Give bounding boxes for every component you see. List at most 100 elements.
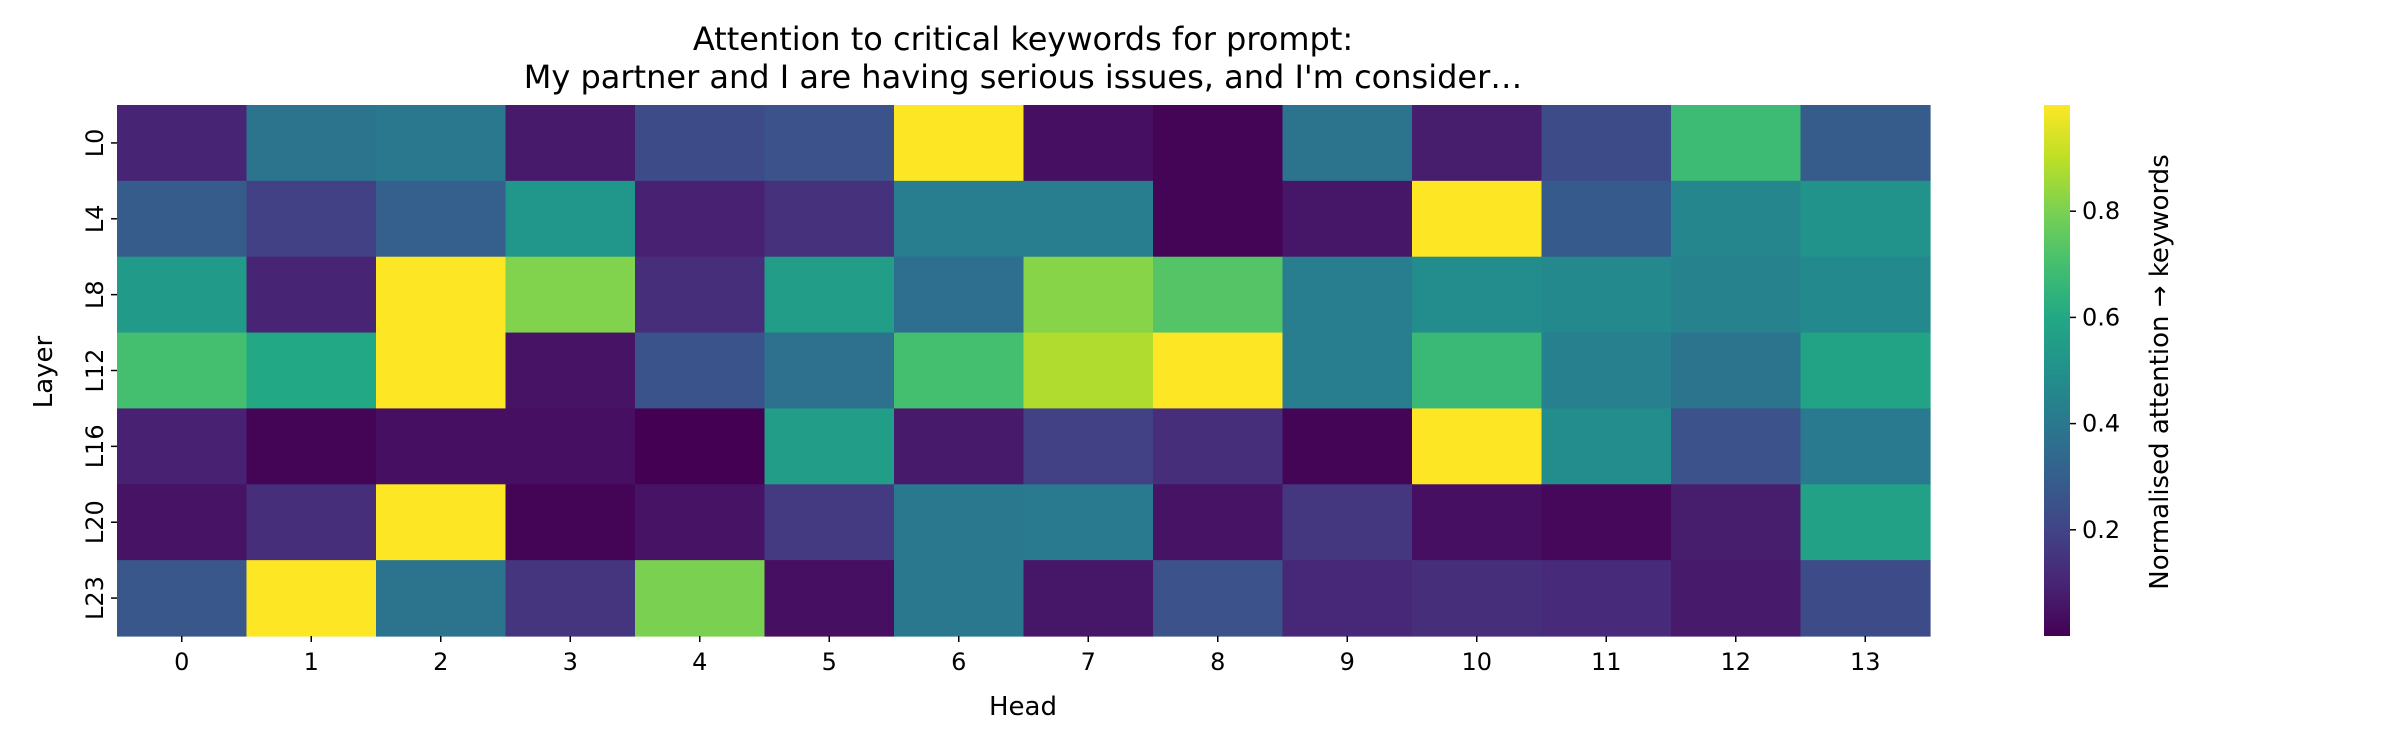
- heatmap-cell: [1282, 332, 1413, 410]
- x-axis-label: Head: [989, 692, 1057, 722]
- x-tick-label: 11: [1591, 648, 1622, 676]
- heatmap-cell: [1800, 484, 1931, 561]
- heatmap-cell: [1023, 180, 1154, 258]
- heatmap-cell: [635, 560, 766, 637]
- heatmap-cell: [894, 332, 1025, 410]
- heatmap-cell: [764, 560, 895, 637]
- heatmap-cell: [246, 408, 377, 485]
- x-axis-ticks: 0 1 2 3 4 5 6 7 8 9 10 11 12 13: [174, 636, 1881, 676]
- heatmap-cell: [376, 105, 507, 182]
- heatmap-cell: [1541, 332, 1672, 410]
- colorbar-ticks: 0.2 0.4 0.6 0.8: [2070, 197, 2120, 544]
- heatmap-cell: [635, 105, 766, 182]
- heatmap-cell: [505, 180, 636, 258]
- heatmap-cell: [764, 332, 895, 410]
- x-tick-label: 5: [822, 648, 837, 676]
- heatmap-cell: [1282, 408, 1413, 485]
- heatmap-cell: [505, 408, 636, 485]
- heatmap-cell: [1541, 408, 1672, 485]
- heatmap-cell: [1800, 560, 1931, 637]
- heatmap-cell: [117, 560, 248, 637]
- heatmap-cell: [1541, 105, 1672, 182]
- y-axis-label: Layer: [29, 335, 59, 408]
- heatmap-cell: [246, 180, 377, 258]
- colorbar-tick-label: 0.8: [2082, 197, 2120, 225]
- heatmap-cell: [1153, 256, 1284, 334]
- heatmap-cell: [635, 408, 766, 485]
- heatmap-cell: [1282, 484, 1413, 561]
- heatmap-cell: [246, 256, 377, 334]
- heatmap-cell: [1800, 332, 1931, 410]
- x-tick-label: 8: [1210, 648, 1225, 676]
- heatmap-cell: [376, 560, 507, 637]
- heatmap-cell: [894, 105, 1025, 182]
- heatmap-cell: [1153, 408, 1284, 485]
- x-tick-label: 2: [433, 648, 448, 676]
- heatmap-cell: [1671, 560, 1802, 637]
- heatmap-cell: [894, 256, 1025, 334]
- heatmap-cell: [1153, 105, 1284, 182]
- heatmap-cell: [1023, 560, 1154, 637]
- heatmap-cell: [117, 180, 248, 258]
- heatmap-cell: [1153, 484, 1284, 561]
- heatmap-cell: [1671, 484, 1802, 561]
- heatmap-cell: [1153, 180, 1284, 258]
- y-tick-label: L23: [81, 576, 109, 620]
- heatmap-cell: [246, 560, 377, 637]
- heatmap-cell: [1671, 408, 1802, 485]
- colorbar: [2044, 105, 2070, 636]
- heatmap-cell: [117, 332, 248, 410]
- heatmap-cell: [1412, 332, 1543, 410]
- heatmap-cell: [246, 332, 377, 410]
- heatmap-cell: [894, 484, 1025, 561]
- colorbar-label: Normalised attention → keywords: [2145, 154, 2175, 590]
- heatmap-cell: [376, 408, 507, 485]
- heatmap-cell: [1412, 256, 1543, 334]
- x-tick-label: 10: [1461, 648, 1492, 676]
- heatmap-cell: [505, 256, 636, 334]
- heatmap-cell: [1412, 105, 1543, 182]
- heatmap-cell: [1023, 408, 1154, 485]
- heatmap-cell: [1671, 256, 1802, 334]
- heatmap-cell: [635, 332, 766, 410]
- heatmap-cell: [1671, 180, 1802, 258]
- heatmap-cell: [635, 484, 766, 561]
- heatmap-cell: [635, 256, 766, 334]
- y-tick-label: L0: [81, 129, 109, 158]
- y-tick-label: L20: [81, 500, 109, 544]
- x-tick-label: 13: [1850, 648, 1881, 676]
- heatmap-cell: [764, 180, 895, 258]
- heatmap-cell: [1541, 484, 1672, 561]
- heatmap-cell: [1282, 180, 1413, 258]
- x-tick-label: 1: [304, 648, 319, 676]
- heatmap-cell: [1541, 180, 1672, 258]
- heatmap-cell: [1671, 332, 1802, 410]
- heatmap-cell: [1282, 560, 1413, 637]
- heatmap-cell: [1800, 408, 1931, 485]
- y-axis-ticks: L0 L4 L8 L12 L16 L20 L23: [81, 129, 117, 620]
- colorbar-tick-label: 0.6: [2082, 303, 2120, 331]
- heatmap-cell: [1541, 256, 1672, 334]
- x-tick-label: 9: [1340, 648, 1355, 676]
- x-tick-label: 12: [1720, 648, 1751, 676]
- heatmap-cells: [117, 105, 1931, 637]
- colorbar-tick-label: 0.4: [2082, 410, 2120, 438]
- heatmap-cell: [117, 256, 248, 334]
- heatmap-cell: [1412, 560, 1543, 637]
- heatmap-cell: [117, 484, 248, 561]
- heatmap-cell: [894, 180, 1025, 258]
- heatmap-cell: [505, 484, 636, 561]
- heatmap-cell: [764, 484, 895, 561]
- heatmap-cell: [1800, 105, 1931, 182]
- y-tick-label: L4: [81, 204, 109, 233]
- heatmap-cell: [1153, 560, 1284, 637]
- heatmap-cell: [1153, 332, 1284, 410]
- heatmap-cell: [1541, 560, 1672, 637]
- x-tick-label: 0: [174, 648, 189, 676]
- heatmap-cell: [1412, 484, 1543, 561]
- heatmap-cell: [1282, 105, 1413, 182]
- heatmap-cell: [1023, 256, 1154, 334]
- x-tick-label: 7: [1081, 648, 1096, 676]
- heatmap-cell: [117, 408, 248, 485]
